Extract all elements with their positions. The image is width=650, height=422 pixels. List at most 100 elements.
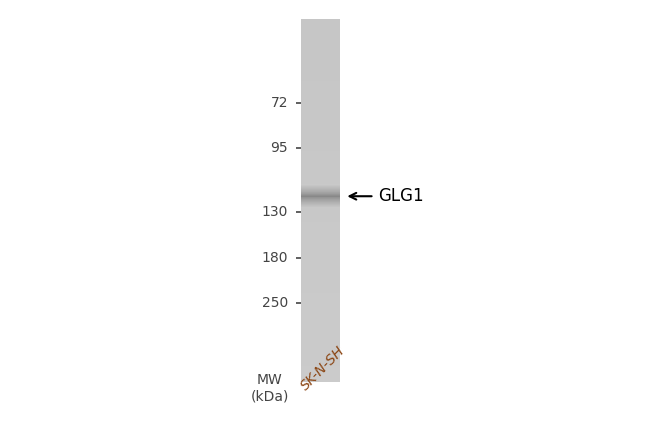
Bar xyxy=(301,182,340,184)
Bar xyxy=(301,160,340,162)
Bar xyxy=(301,346,340,347)
Bar xyxy=(301,88,340,90)
Bar xyxy=(301,108,340,110)
Bar xyxy=(301,104,340,106)
Bar xyxy=(301,48,340,50)
Bar xyxy=(301,368,340,369)
Bar xyxy=(301,349,340,351)
Bar xyxy=(301,39,340,41)
Bar xyxy=(301,200,340,202)
Bar xyxy=(301,151,340,153)
Bar xyxy=(301,219,340,220)
Bar xyxy=(301,62,340,64)
Bar xyxy=(301,64,340,66)
Bar xyxy=(301,166,340,168)
Bar xyxy=(301,41,340,43)
Bar xyxy=(301,43,340,44)
Bar xyxy=(301,135,340,137)
Bar xyxy=(301,378,340,380)
Bar xyxy=(301,139,340,141)
Bar xyxy=(301,206,340,208)
Bar xyxy=(301,268,340,269)
Bar xyxy=(301,280,340,282)
Bar xyxy=(301,72,340,73)
Bar xyxy=(301,122,340,124)
Bar xyxy=(301,316,340,318)
Text: 72: 72 xyxy=(270,96,288,110)
Bar xyxy=(301,326,340,327)
Bar xyxy=(301,275,340,277)
Bar xyxy=(301,119,340,121)
Bar xyxy=(301,333,340,335)
Bar xyxy=(301,95,340,97)
Bar xyxy=(301,202,340,204)
Bar xyxy=(301,23,340,24)
Bar xyxy=(301,269,340,271)
Bar xyxy=(301,121,340,122)
Bar xyxy=(301,373,340,375)
Bar xyxy=(301,242,340,244)
Bar xyxy=(301,238,340,241)
Bar xyxy=(301,132,340,133)
Bar xyxy=(301,264,340,266)
Bar xyxy=(301,248,340,249)
Bar xyxy=(301,308,340,309)
Bar xyxy=(301,188,340,189)
Bar xyxy=(301,380,340,382)
Bar xyxy=(301,83,340,84)
Bar xyxy=(301,101,340,103)
Bar xyxy=(301,279,340,280)
Bar xyxy=(301,224,340,226)
Text: 250: 250 xyxy=(262,295,288,310)
Bar xyxy=(301,365,340,368)
Bar xyxy=(301,342,340,344)
Bar xyxy=(301,199,340,200)
Bar xyxy=(301,144,340,146)
Bar xyxy=(301,93,340,95)
Bar xyxy=(301,246,340,248)
Bar xyxy=(301,159,340,160)
Bar xyxy=(301,271,340,273)
Text: 130: 130 xyxy=(261,205,288,219)
Bar xyxy=(301,260,340,262)
Bar xyxy=(301,195,340,197)
Bar xyxy=(301,24,340,26)
Bar xyxy=(301,175,340,177)
Bar xyxy=(301,251,340,253)
Bar xyxy=(301,170,340,171)
Bar xyxy=(301,371,340,373)
Bar xyxy=(301,360,340,362)
Bar xyxy=(301,177,340,179)
Bar xyxy=(301,171,340,173)
Bar xyxy=(301,106,340,108)
Bar xyxy=(301,19,340,21)
Bar xyxy=(301,347,340,349)
Bar xyxy=(301,99,340,100)
Bar xyxy=(301,213,340,215)
Bar xyxy=(301,51,340,54)
Bar xyxy=(301,322,340,324)
Bar xyxy=(301,304,340,306)
Bar xyxy=(301,226,340,227)
Bar xyxy=(301,77,340,79)
Bar xyxy=(301,137,340,139)
Bar xyxy=(301,46,340,48)
Bar xyxy=(301,73,340,75)
Bar xyxy=(301,331,340,333)
Bar xyxy=(301,217,340,219)
Bar xyxy=(301,117,340,119)
Bar xyxy=(301,302,340,304)
Bar xyxy=(301,376,340,378)
Bar xyxy=(301,318,340,320)
Bar xyxy=(301,150,340,151)
Bar xyxy=(301,97,340,99)
Bar xyxy=(301,357,340,358)
Bar xyxy=(301,244,340,246)
Bar xyxy=(301,86,340,88)
Bar xyxy=(301,142,340,144)
Bar xyxy=(301,184,340,186)
Bar xyxy=(301,289,340,291)
Bar xyxy=(301,329,340,331)
Bar xyxy=(301,21,340,23)
Bar xyxy=(301,148,340,150)
